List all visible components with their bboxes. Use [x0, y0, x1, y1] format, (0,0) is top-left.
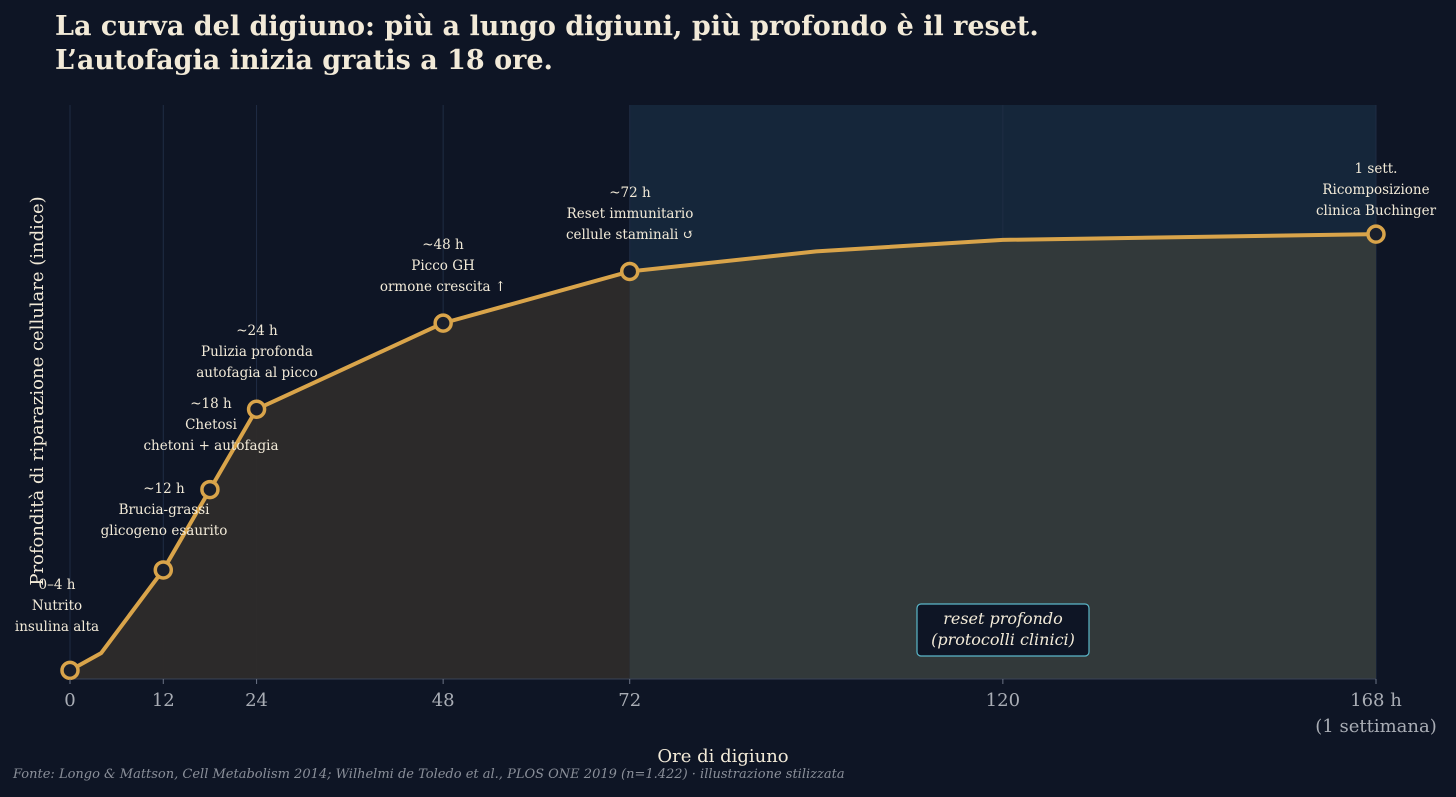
chart-title: La curva del digiuno: più a lungo digiun… — [55, 10, 1039, 78]
y-axis-label: Profondità di riparazione cellulare (ind… — [27, 196, 48, 585]
source-note: Fonte: Longo & Mattson, Cell Metabolism … — [13, 767, 845, 782]
x-tick-label-24: 24 — [245, 690, 268, 711]
x-tick-label-0: 0 — [64, 690, 75, 711]
data-point-12h — [153, 560, 174, 580]
x-tick-label-120: 120 — [986, 690, 1020, 711]
annotation-72h: ~48 h Picco GH ormone crescita ↑ — [380, 237, 506, 295]
area-fill-deep — [629, 234, 1376, 679]
x-tick-label-72: 72 — [618, 690, 641, 711]
annotation-24h: ~18 h Chetosi chetoni + autofagia — [143, 396, 278, 454]
x-tick-label-168: 168 h (1 settimana) — [1315, 690, 1436, 737]
x-tick-label-12: 12 — [152, 690, 175, 711]
title-line-2: L’autofagia inizia gratis a 18 ore. — [55, 45, 553, 76]
area-fill-early — [70, 271, 630, 679]
deep-reset-callout-box — [916, 603, 1090, 657]
annotation-48h: ~24 h Pulizia profonda autofagia al picco — [196, 323, 318, 381]
data-point-24h — [246, 399, 267, 419]
series-line — [68, 232, 1378, 673]
deep-reset-callout-label: reset profondo (protocolli clinici) — [931, 609, 1075, 649]
annotation-extra-0: ~72 h Reset immunitario cellule staminali … — [566, 185, 694, 243]
annotation-0h: 0–4 h Nutrito insulina alta — [15, 577, 99, 635]
data-point-18h — [200, 479, 220, 500]
data-point-0h — [60, 660, 80, 681]
x-tick-label-48: 48 — [432, 690, 455, 711]
data-point-72h — [619, 261, 640, 282]
x-axis-label: Ore di digiuno — [657, 746, 788, 767]
annotation-18h: ~12 h Brucia-grassi glicogeno esaurito — [101, 481, 228, 539]
data-point-48h — [433, 313, 453, 333]
data-point-168h — [1366, 224, 1386, 244]
title-line-1: La curva del digiuno: più a lungo digiun… — [55, 11, 1039, 42]
annotation-168h: 1 sett. Ricomposizione clinica Buchinger — [1316, 161, 1437, 219]
